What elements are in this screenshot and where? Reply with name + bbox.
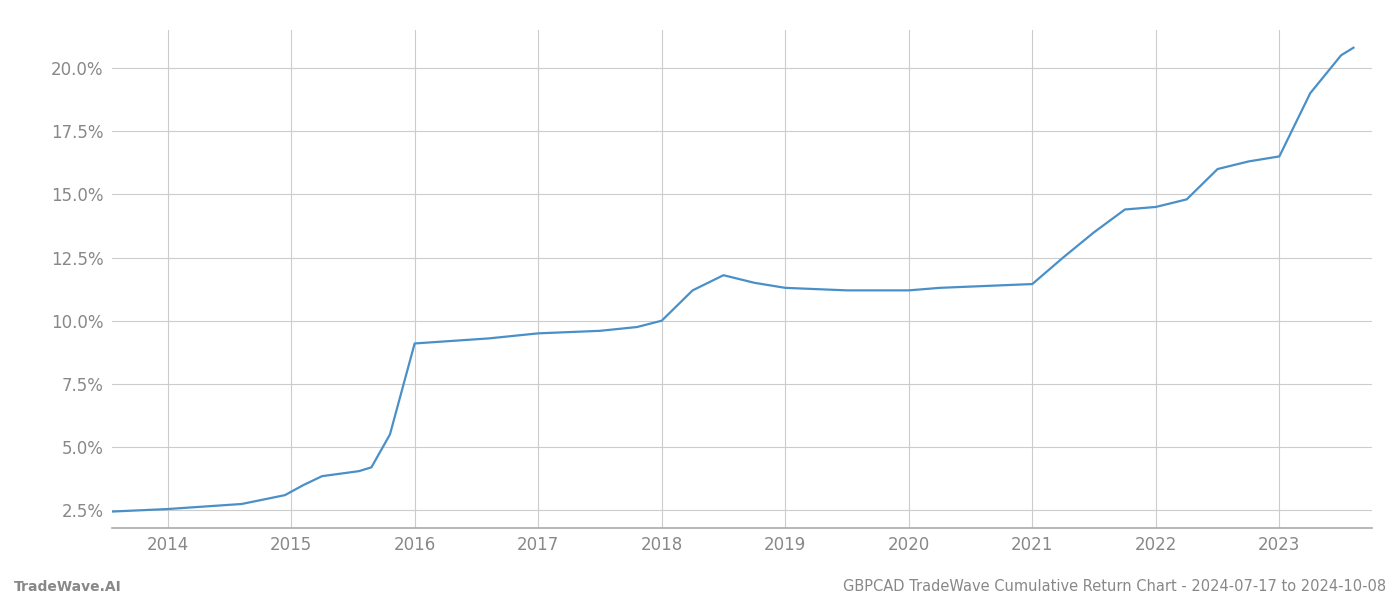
- Text: GBPCAD TradeWave Cumulative Return Chart - 2024-07-17 to 2024-10-08: GBPCAD TradeWave Cumulative Return Chart…: [843, 579, 1386, 594]
- Text: TradeWave.AI: TradeWave.AI: [14, 580, 122, 594]
